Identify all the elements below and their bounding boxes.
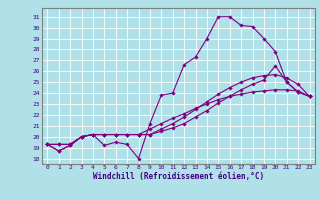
X-axis label: Windchill (Refroidissement éolien,°C): Windchill (Refroidissement éolien,°C) [93,172,264,181]
